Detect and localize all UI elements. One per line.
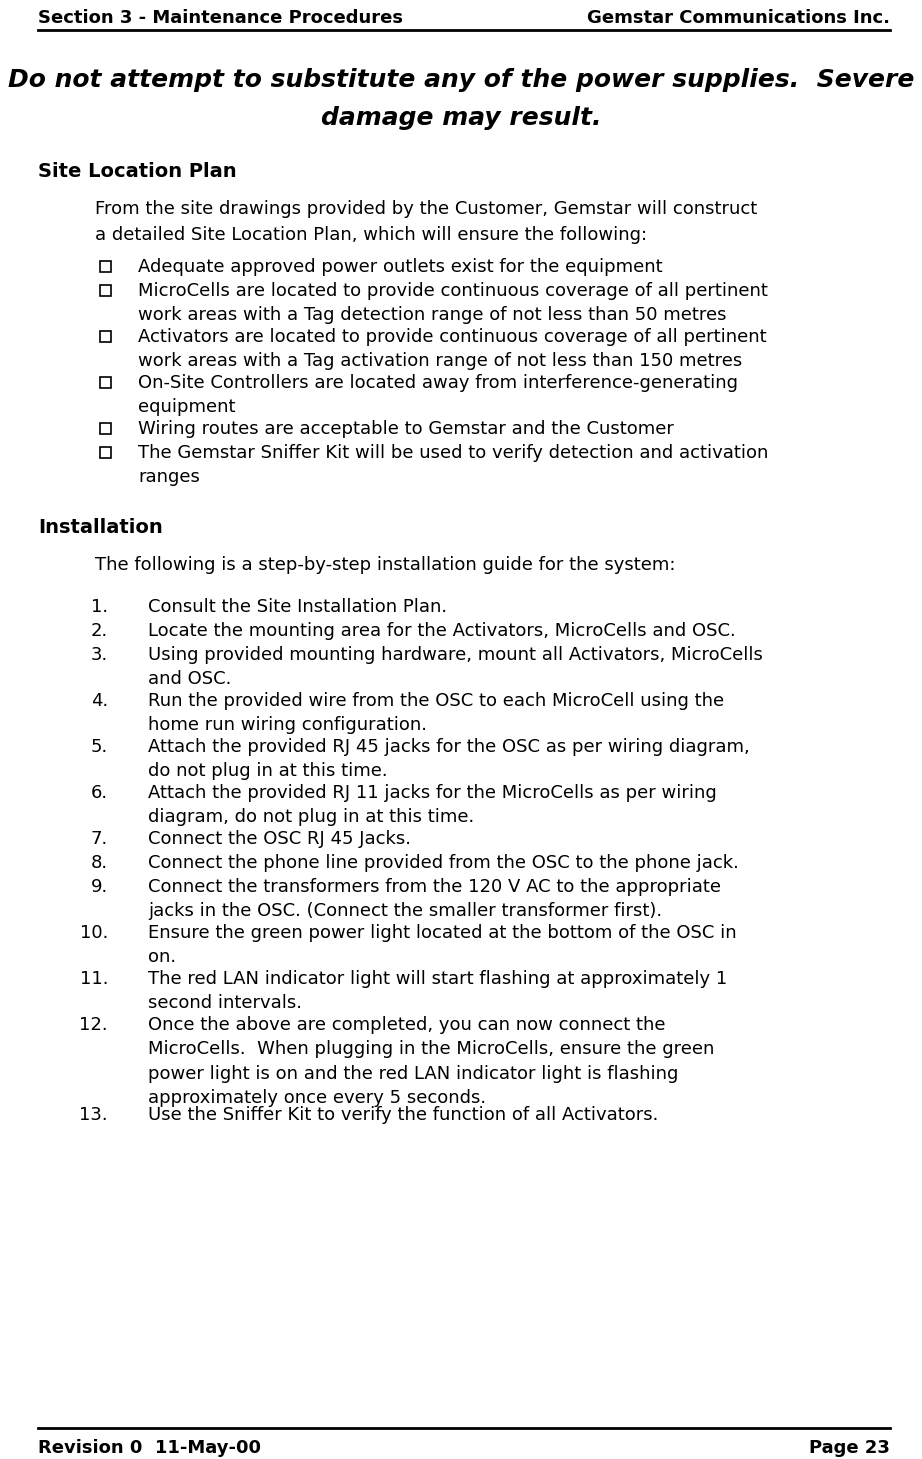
Text: damage may result.: damage may result.: [321, 107, 601, 130]
Text: 6.: 6.: [91, 783, 108, 802]
Text: 13.: 13.: [79, 1106, 108, 1123]
Text: Ensure the green power light located at the bottom of the OSC in
on.: Ensure the green power light located at …: [148, 924, 737, 966]
Text: 10.: 10.: [79, 924, 108, 943]
Text: Attach the provided RJ 11 jacks for the MicroCells as per wiring
diagram, do not: Attach the provided RJ 11 jacks for the …: [148, 783, 716, 826]
Text: 8.: 8.: [91, 854, 108, 872]
Bar: [100, 423, 111, 433]
Text: Wiring routes are acceptable to Gemstar and the Customer: Wiring routes are acceptable to Gemstar …: [138, 420, 674, 438]
Text: Revision 0  11-May-00: Revision 0 11-May-00: [38, 1439, 261, 1458]
Text: MicroCells are located to provide continuous coverage of all pertinent
work area: MicroCells are located to provide contin…: [138, 282, 768, 324]
Text: 3.: 3.: [90, 646, 108, 664]
Text: Consult the Site Installation Plan.: Consult the Site Installation Plan.: [148, 598, 447, 616]
Bar: [100, 261, 111, 271]
Text: The Gemstar Sniffer Kit will be used to verify detection and activation
ranges: The Gemstar Sniffer Kit will be used to …: [138, 444, 768, 486]
Text: Activators are located to provide continuous coverage of all pertinent
work area: Activators are located to provide contin…: [138, 328, 766, 371]
Text: 4.: 4.: [90, 692, 108, 711]
Text: Run the provided wire from the OSC to each MicroCell using the
home run wiring c: Run the provided wire from the OSC to ea…: [148, 692, 724, 734]
Text: Use the Sniffer Kit to verify the function of all Activators.: Use the Sniffer Kit to verify the functi…: [148, 1106, 658, 1123]
Text: 9.: 9.: [90, 878, 108, 896]
Text: 2.: 2.: [90, 622, 108, 641]
Text: Locate the mounting area for the Activators, MicroCells and OSC.: Locate the mounting area for the Activat…: [148, 622, 736, 641]
Text: Page 23: Page 23: [810, 1439, 890, 1458]
Text: 7.: 7.: [90, 830, 108, 848]
Text: Connect the phone line provided from the OSC to the phone jack.: Connect the phone line provided from the…: [148, 854, 739, 872]
Bar: [100, 446, 111, 458]
Text: The red LAN indicator light will start flashing at approximately 1
second interv: The red LAN indicator light will start f…: [148, 970, 727, 1013]
Text: Gemstar Communications Inc.: Gemstar Communications Inc.: [587, 9, 890, 28]
Bar: [100, 285, 111, 296]
Text: Connect the transformers from the 120 V AC to the appropriate
jacks in the OSC. : Connect the transformers from the 120 V …: [148, 878, 721, 921]
Text: The following is a step-by-step installation guide for the system:: The following is a step-by-step installa…: [95, 556, 676, 573]
Text: 5.: 5.: [90, 738, 108, 756]
Text: 1.: 1.: [91, 598, 108, 616]
Text: Site Location Plan: Site Location Plan: [38, 162, 237, 181]
Text: On-Site Controllers are located away from interference-generating
equipment: On-Site Controllers are located away fro…: [138, 374, 738, 416]
Text: 12.: 12.: [79, 1015, 108, 1034]
Bar: [100, 331, 111, 341]
Text: Connect the OSC RJ 45 Jacks.: Connect the OSC RJ 45 Jacks.: [148, 830, 411, 848]
Text: Installation: Installation: [38, 518, 163, 537]
Text: Do not attempt to substitute any of the power supplies.  Severe: Do not attempt to substitute any of the …: [7, 69, 915, 92]
Text: 11.: 11.: [79, 970, 108, 988]
Text: Attach the provided RJ 45 jacks for the OSC as per wiring diagram,
do not plug i: Attach the provided RJ 45 jacks for the …: [148, 738, 750, 781]
Text: Section 3 - Maintenance Procedures: Section 3 - Maintenance Procedures: [38, 9, 403, 28]
Text: Using provided mounting hardware, mount all Activators, MicroCells
and OSC.: Using provided mounting hardware, mount …: [148, 646, 762, 689]
Text: Adequate approved power outlets exist for the equipment: Adequate approved power outlets exist fo…: [138, 258, 663, 276]
Bar: [100, 376, 111, 388]
Text: Once the above are completed, you can now connect the
MicroCells.  When plugging: Once the above are completed, you can no…: [148, 1015, 715, 1107]
Text: From the site drawings provided by the Customer, Gemstar will construct
a detail: From the site drawings provided by the C…: [95, 200, 757, 244]
